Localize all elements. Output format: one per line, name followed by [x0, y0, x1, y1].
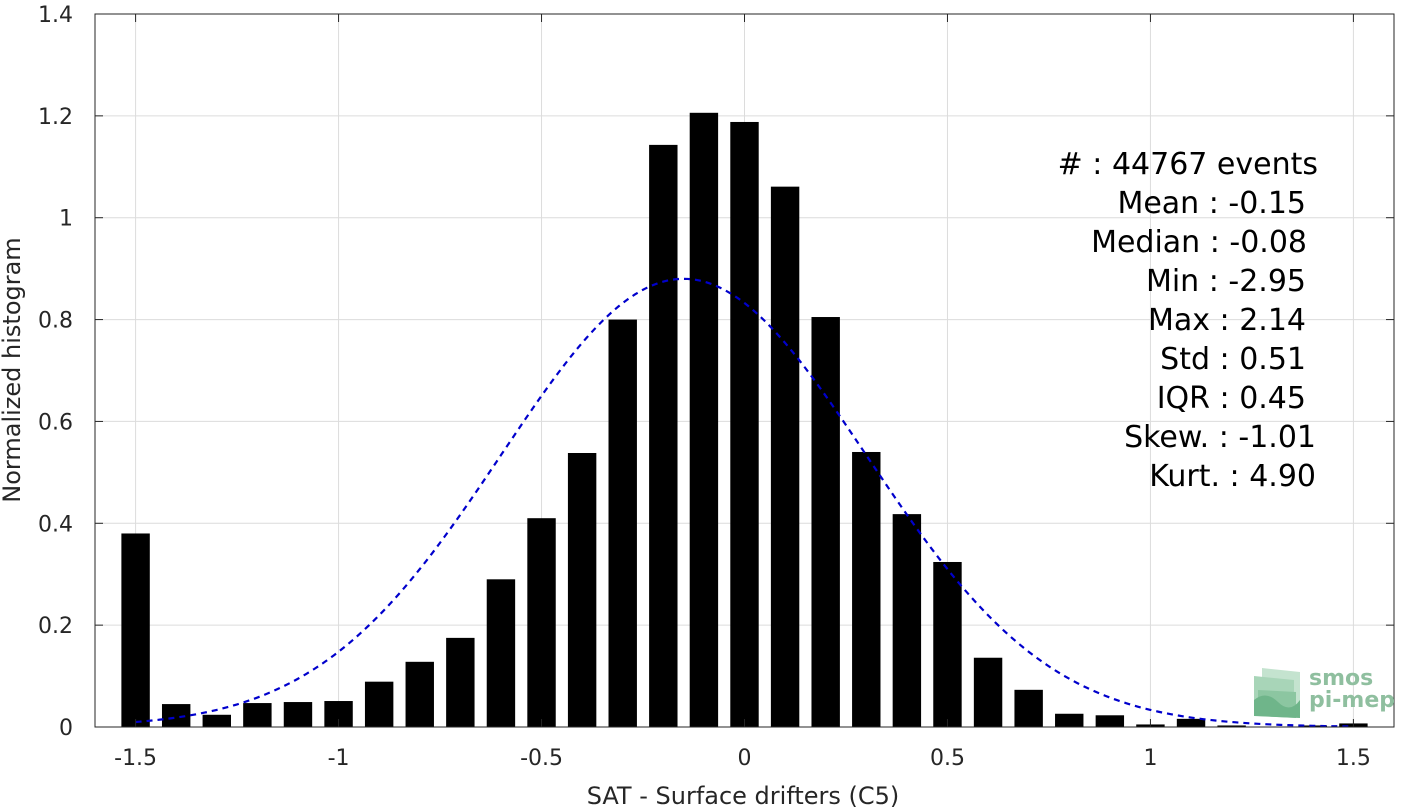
- bar-series: [121, 112, 1368, 728]
- bar-16: [770, 186, 800, 728]
- y-tick-label-6: 1.2: [38, 105, 73, 130]
- bar-24: [1095, 715, 1125, 727]
- bar-20: [933, 561, 962, 727]
- x-axis-label: SAT - Surface drifters (C5): [587, 782, 900, 809]
- stat-line-6: IQR : 0.45: [1157, 381, 1306, 416]
- x-tick-labels: -1.5 -1 -0.5 0 0.5 1 1.5: [114, 746, 1371, 771]
- bar-3: [243, 703, 272, 727]
- bar-22: [1014, 689, 1043, 727]
- bar-21: [973, 657, 1003, 727]
- bar-14: [689, 112, 719, 727]
- bar-2: [202, 714, 231, 727]
- bar-1: [161, 704, 191, 727]
- bar-27: [1217, 725, 1246, 727]
- bar-4: [283, 702, 313, 727]
- bar-6: [364, 681, 394, 727]
- logo-line-1: smos: [1309, 666, 1373, 691]
- bar-10: [527, 518, 556, 727]
- stat-line-2: Median : -0.08: [1091, 225, 1307, 260]
- x-tick-label-6: 1.5: [1336, 746, 1371, 771]
- stat-line-0: # : 44767 events: [1058, 147, 1318, 182]
- y-tick-label-3: 0.6: [38, 410, 73, 435]
- x-tick-label-1: -1: [328, 746, 350, 771]
- normal-fit-curve: [135, 277, 1354, 728]
- bar-11: [567, 453, 597, 727]
- x-tick-label-0: -1.5: [114, 746, 157, 771]
- y-tick-label-5: 1: [59, 207, 73, 232]
- logo-line-2: pi-mep: [1309, 688, 1395, 713]
- stat-line-5: Std : 0.51: [1160, 342, 1306, 377]
- bar-15: [730, 121, 759, 728]
- stat-line-1: Mean : -0.15: [1117, 186, 1306, 221]
- x-tick-label-2: -0.5: [520, 746, 563, 771]
- y-tick-label-7: 1.4: [38, 3, 73, 28]
- bar-19: [892, 514, 922, 727]
- stat-line-7: Skew. : -1.01: [1124, 420, 1316, 455]
- y-tick-labels: 0 0.2 0.4 0.6 0.8 1 1.2 1.4: [38, 3, 73, 741]
- bar-12: [608, 319, 637, 727]
- bar-23: [1055, 713, 1084, 727]
- stat-line-3: Min : -2.95: [1146, 264, 1306, 299]
- bar-7: [405, 661, 434, 727]
- y-tick-label-1: 0.2: [38, 614, 73, 639]
- x-tick-label-5: 1: [1143, 746, 1157, 771]
- x-tick-label-4: 0.5: [930, 746, 965, 771]
- bar-9: [486, 579, 516, 727]
- wave-logo-icon: [1254, 668, 1300, 718]
- stat-line-8: Kurt. : 4.90: [1149, 459, 1316, 494]
- stat-line-4: Max : 2.14: [1148, 303, 1306, 338]
- y-tick-label-2: 0.4: [38, 512, 73, 537]
- bar-17: [811, 317, 840, 727]
- bar-18: [852, 451, 881, 727]
- bar-26: [1176, 718, 1206, 727]
- y-tick-label-0: 0: [59, 716, 73, 741]
- bar-13: [649, 144, 678, 728]
- y-tick-label-4: 0.8: [38, 309, 73, 334]
- stats-box: # : 44767 events Mean : -0.15 Median : -0.…: [1058, 147, 1318, 494]
- x-tick-label-3: 0: [738, 746, 752, 771]
- smos-pi-mep-logo: smos pi-mep: [1254, 666, 1395, 718]
- axis-ticks: [95, 13, 1394, 728]
- y-axis-label: Normalized histogram: [0, 237, 26, 502]
- bar-8: [446, 637, 475, 727]
- bar-0: [121, 533, 150, 727]
